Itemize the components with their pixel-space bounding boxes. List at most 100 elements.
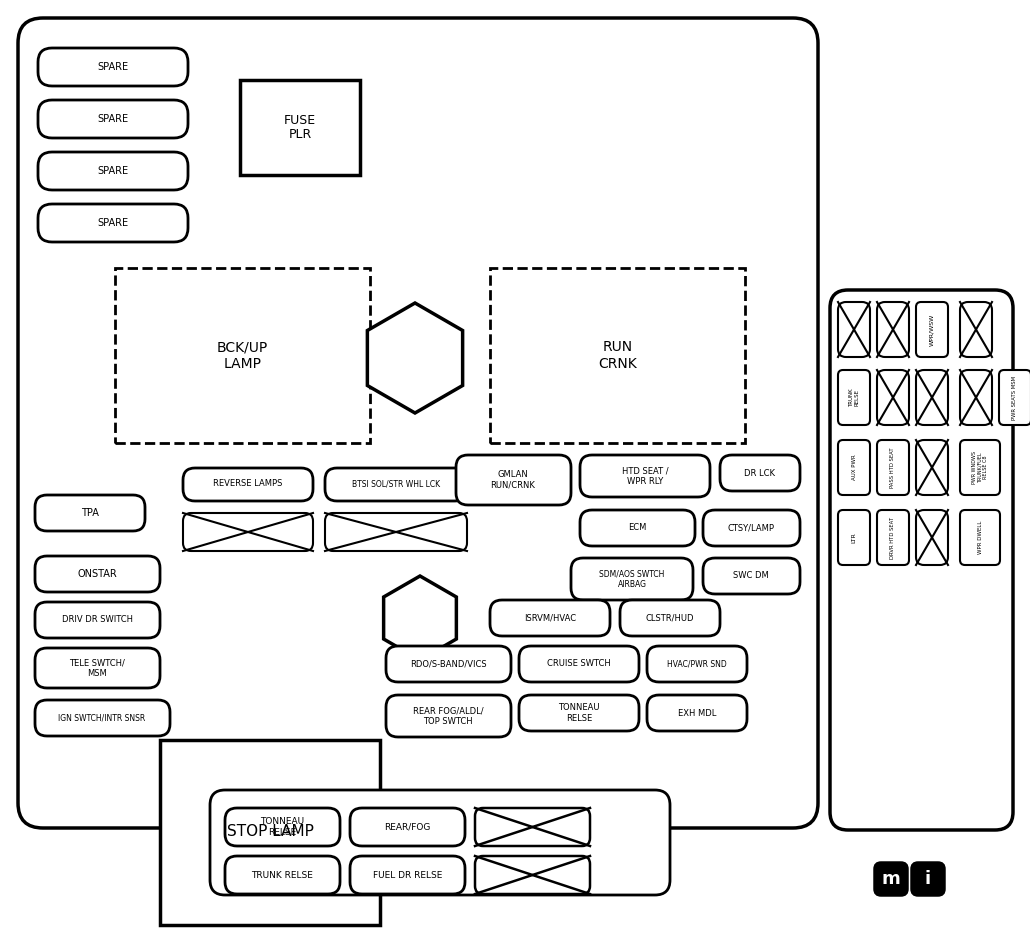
Bar: [115, 268, 370, 443]
Text: PWR SEATS MSM: PWR SEATS MSM: [1012, 376, 1018, 419]
Text: RDO/S-BAND/VICS: RDO/S-BAND/VICS: [410, 660, 486, 668]
Text: SDM/AOS SWTCH
AIRBAG: SDM/AOS SWTCH AIRBAG: [599, 569, 664, 589]
FancyBboxPatch shape: [580, 510, 695, 546]
Text: DRVR HTD SEAT: DRVR HTD SEAT: [891, 516, 895, 558]
FancyBboxPatch shape: [38, 100, 188, 138]
Text: PASS HTD SEAT: PASS HTD SEAT: [891, 447, 895, 487]
FancyBboxPatch shape: [35, 495, 145, 531]
FancyBboxPatch shape: [350, 856, 465, 894]
Text: DR LCK: DR LCK: [745, 469, 776, 477]
FancyBboxPatch shape: [620, 600, 720, 636]
FancyBboxPatch shape: [35, 556, 160, 592]
Text: SWC DM: SWC DM: [733, 571, 768, 581]
Bar: [240, 80, 360, 175]
FancyBboxPatch shape: [456, 455, 571, 505]
FancyBboxPatch shape: [35, 648, 160, 688]
FancyBboxPatch shape: [325, 468, 467, 501]
Text: i: i: [925, 870, 931, 888]
Text: AUX PWR: AUX PWR: [852, 455, 857, 480]
FancyBboxPatch shape: [225, 856, 340, 894]
FancyBboxPatch shape: [35, 700, 170, 736]
FancyBboxPatch shape: [838, 440, 870, 495]
Text: SPARE: SPARE: [98, 166, 129, 176]
FancyBboxPatch shape: [912, 863, 945, 895]
FancyBboxPatch shape: [838, 302, 870, 357]
FancyBboxPatch shape: [877, 370, 909, 425]
Text: ISRVM/HVAC: ISRVM/HVAC: [524, 613, 576, 623]
Text: CTSY/LAMP: CTSY/LAMP: [727, 524, 775, 532]
FancyBboxPatch shape: [877, 302, 909, 357]
FancyBboxPatch shape: [519, 646, 639, 682]
Polygon shape: [368, 303, 462, 413]
FancyBboxPatch shape: [703, 510, 800, 546]
Text: BCK/UP
LAMP: BCK/UP LAMP: [217, 340, 268, 371]
FancyBboxPatch shape: [838, 370, 870, 425]
FancyBboxPatch shape: [325, 513, 467, 551]
Text: TRUNK RELSE: TRUNK RELSE: [251, 870, 313, 880]
FancyBboxPatch shape: [916, 302, 948, 357]
FancyBboxPatch shape: [519, 695, 639, 731]
Text: EXH MDL: EXH MDL: [678, 708, 716, 718]
FancyBboxPatch shape: [38, 48, 188, 86]
FancyBboxPatch shape: [960, 370, 992, 425]
FancyBboxPatch shape: [386, 695, 511, 737]
FancyBboxPatch shape: [960, 302, 992, 357]
Text: STOP LAMP: STOP LAMP: [227, 825, 313, 840]
FancyBboxPatch shape: [877, 510, 909, 565]
FancyBboxPatch shape: [350, 808, 465, 846]
FancyBboxPatch shape: [720, 455, 800, 491]
FancyBboxPatch shape: [386, 646, 511, 682]
FancyBboxPatch shape: [580, 455, 710, 497]
FancyBboxPatch shape: [475, 808, 590, 846]
Text: BTSI SOL/STR WHL LCK: BTSI SOL/STR WHL LCK: [352, 479, 440, 488]
Polygon shape: [383, 576, 456, 660]
Text: TONNEAU
RELSE: TONNEAU RELSE: [558, 704, 599, 722]
Text: DRIV DR SWITCH: DRIV DR SWITCH: [62, 615, 133, 624]
Text: TPA: TPA: [81, 508, 99, 518]
FancyBboxPatch shape: [830, 290, 1012, 830]
FancyBboxPatch shape: [877, 440, 909, 495]
FancyBboxPatch shape: [38, 152, 188, 190]
FancyBboxPatch shape: [999, 370, 1030, 425]
FancyBboxPatch shape: [490, 600, 610, 636]
FancyBboxPatch shape: [916, 510, 948, 565]
FancyBboxPatch shape: [38, 204, 188, 242]
Text: PWR WNDWS
TRUNK/FUEL
RELSE C8: PWR WNDWS TRUNK/FUEL RELSE C8: [971, 451, 989, 484]
FancyBboxPatch shape: [916, 440, 948, 495]
Text: REAR FOG/ALDL/
TOP SWTCH: REAR FOG/ALDL/ TOP SWTCH: [413, 706, 483, 726]
FancyBboxPatch shape: [571, 558, 693, 600]
Bar: [490, 268, 745, 443]
Bar: [160, 740, 380, 925]
Text: FUEL DR RELSE: FUEL DR RELSE: [373, 870, 442, 880]
Text: SPARE: SPARE: [98, 62, 129, 72]
FancyBboxPatch shape: [916, 370, 948, 425]
Text: CLSTR/HUD: CLSTR/HUD: [646, 613, 694, 623]
Text: GMLAN
RUN/CRNK: GMLAN RUN/CRNK: [490, 471, 536, 489]
Text: HTD SEAT /
WPR RLY: HTD SEAT / WPR RLY: [622, 466, 668, 486]
Text: SPARE: SPARE: [98, 218, 129, 228]
FancyBboxPatch shape: [183, 468, 313, 501]
FancyBboxPatch shape: [838, 510, 870, 565]
FancyBboxPatch shape: [647, 646, 747, 682]
Text: ONSTAR: ONSTAR: [77, 569, 116, 579]
FancyBboxPatch shape: [960, 440, 1000, 495]
Text: WPR/WSW: WPR/WSW: [929, 313, 934, 346]
FancyBboxPatch shape: [960, 510, 1000, 565]
FancyBboxPatch shape: [210, 790, 670, 895]
FancyBboxPatch shape: [876, 863, 907, 895]
FancyBboxPatch shape: [225, 808, 340, 846]
FancyBboxPatch shape: [183, 513, 313, 551]
Text: WPR DWELL: WPR DWELL: [977, 521, 983, 555]
Text: IGN SWTCH/INTR SNSR: IGN SWTCH/INTR SNSR: [59, 714, 145, 722]
Text: ECM: ECM: [628, 524, 646, 532]
Text: TELE SWTCH/
MSM: TELE SWTCH/ MSM: [69, 658, 125, 678]
Text: TRUNK
RELSE: TRUNK RELSE: [849, 389, 859, 406]
FancyBboxPatch shape: [35, 602, 160, 638]
Text: REAR/FOG: REAR/FOG: [384, 823, 431, 831]
Text: HVAC/PWR SND: HVAC/PWR SND: [667, 660, 727, 668]
Text: SPARE: SPARE: [98, 114, 129, 124]
Text: RUN
CRNK: RUN CRNK: [598, 340, 637, 371]
Text: REVERSE LAMPS: REVERSE LAMPS: [213, 479, 282, 488]
FancyBboxPatch shape: [18, 18, 818, 828]
FancyBboxPatch shape: [647, 695, 747, 731]
